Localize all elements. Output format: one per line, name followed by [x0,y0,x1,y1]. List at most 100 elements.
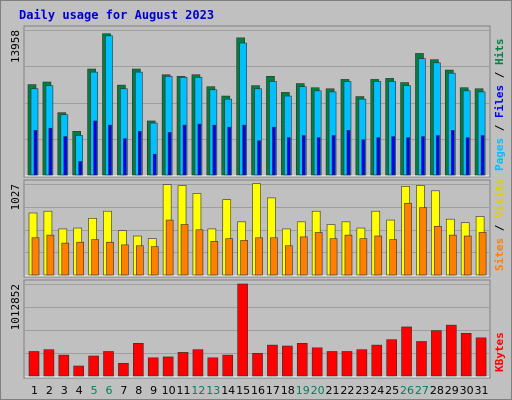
legend-item-kbytes: KBytes [493,332,506,372]
bar-kbytes-kbytes-day-7 [118,362,129,377]
bar-kbytes-kbytes-day-22 [341,351,353,377]
panel-hits: 13958 [9,25,491,178]
bar-kbytes-kbytes-day-1 [28,351,40,377]
day-label-14: 14 [221,384,235,397]
bar-hits-pages-day-14 [227,126,232,176]
day-label-31: 31 [475,384,489,397]
bar-kbytes-kbytes-day-28 [431,330,442,377]
ymax-label-hits: 13958 [9,30,22,63]
bar-kbytes-kbytes-day-14 [222,354,234,377]
bar-visits-sites-day-1 [31,237,40,276]
bar-kbytes-kbytes-day-13 [207,357,219,377]
day-label-21: 21 [326,384,340,397]
bar-visits-sites-day-3 [61,242,70,276]
bar-kbytes-kbytes-day-16 [252,352,263,377]
day-label-10: 10 [162,384,176,397]
bar-visits-sites-day-11 [180,224,189,276]
panel-legends: Pages / Files / Hits Sites / Visits KBytes [493,39,506,373]
legend-item-visits: Visits [493,178,506,218]
bar-visits-sites-day-19 [299,236,308,276]
ymax-label-kbytes: 1012852 [9,284,22,330]
legend-item-pages: Pages [493,138,506,171]
bar-kbytes-kbytes-day-21 [326,351,338,377]
day-label-28: 28 [430,384,444,397]
day-label-18: 18 [281,384,295,397]
bar-visits-sites-day-25 [389,239,397,276]
bar-hits-pages-day-23 [361,139,366,176]
day-label-24: 24 [370,384,384,397]
bar-kbytes-kbytes-day-18 [282,345,293,377]
legend-hits: Pages / Files / Hits [493,39,506,172]
legend-separator-hits-1: / [493,118,506,138]
bar-visits-sites-day-15 [240,240,248,276]
legend-item-sites: Sites [493,238,506,271]
bar-hits-pages-day-13 [212,124,217,176]
bar-visits-sites-day-10 [165,219,174,276]
day-label-7: 7 [120,384,127,397]
day-label-30: 30 [460,384,474,397]
bar-visits-sites-day-9 [150,246,159,276]
bar-kbytes-kbytes-day-24 [371,344,383,377]
bar-hits-pages-day-1 [33,130,38,176]
day-label-1: 1 [31,384,38,397]
bar-hits-pages-day-18 [287,137,291,176]
day-label-11: 11 [176,384,190,397]
bar-hits-pages-day-19 [301,135,306,176]
bar-visits-sites-day-5 [91,239,99,276]
bar-visits-sites-day-27 [419,207,427,276]
bar-hits-pages-day-11 [182,124,187,176]
bar-visits-sites-day-14 [225,238,234,276]
bar-visits-sites-day-6 [106,241,114,276]
bar-hits-pages-day-3 [63,136,68,176]
bar-hits-pages-day-7 [123,138,127,176]
bar-visits-sites-day-17 [270,237,278,276]
bar-hits-pages-day-10 [167,132,172,176]
bar-kbytes-kbytes-day-30 [460,333,472,377]
bar-visits-sites-day-12 [195,229,204,276]
day-label-13: 13 [206,384,220,397]
legend-kbytes: KBytes [493,332,506,372]
bar-hits-pages-day-27 [421,136,425,176]
bar-kbytes-kbytes-day-4 [73,365,85,377]
bar-visits-sites-day-4 [76,241,85,276]
day-labels: 1 2 3 4 5 6 7 8 9 10 11 12 13 14 15 16 17 18 19 20 21 22 23 24 2… [31,384,489,397]
panel-visits: 1027 [9,179,491,278]
day-label-5: 5 [91,384,98,397]
legend-item-hits: Hits [493,39,506,66]
chart-panels: 13958 1027 1012852 [9,25,491,379]
bar-hits-pages-day-16 [257,140,261,176]
bar-visits-sites-day-31 [478,232,487,276]
bar-kbytes-kbytes-day-20 [311,347,323,377]
legend-separator-hits-2: / [493,65,506,85]
bar-visits-sites-day-28 [434,225,442,276]
chart-title: Daily usage for August 2023 [19,8,214,22]
bar-visits-sites-day-30 [463,235,472,276]
bar-kbytes-kbytes-day-5 [88,355,99,377]
bar-hits-pages-day-24 [376,137,381,176]
bar-kbytes-kbytes-day-3 [58,354,70,377]
bar-hits-pages-day-22 [346,130,351,176]
bar-hits-pages-day-25 [391,136,395,176]
bar-kbytes-kbytes-day-2 [43,349,55,377]
bar-hits-pages-day-8 [138,131,142,176]
bar-hits-pages-day-29 [450,130,455,176]
day-label-2: 2 [46,384,53,397]
bar-kbytes-kbytes-day-26 [401,326,412,377]
day-label-27: 27 [415,384,429,397]
day-label-19: 19 [296,384,310,397]
bar-hits-pages-day-17 [272,126,276,176]
bar-visits-sites-day-8 [136,245,144,276]
bar-hits-pages-day-6 [108,124,112,176]
legend-visits: Sites / Visits [493,178,506,271]
bar-kbytes-kbytes-day-17 [267,344,278,377]
bar-kbytes-kbytes-day-31 [475,337,487,377]
bar-visits-sites-day-20 [314,232,323,276]
bar-hits-pages-day-20 [316,137,321,176]
bar-hits-pages-day-12 [197,123,202,176]
bar-hits-pages-day-30 [465,137,470,176]
day-label-17: 17 [266,384,280,397]
bar-kbytes-kbytes-day-29 [445,324,457,377]
bar-visits-sites-day-7 [121,244,129,276]
bar-kbytes-kbytes-day-23 [356,349,368,377]
